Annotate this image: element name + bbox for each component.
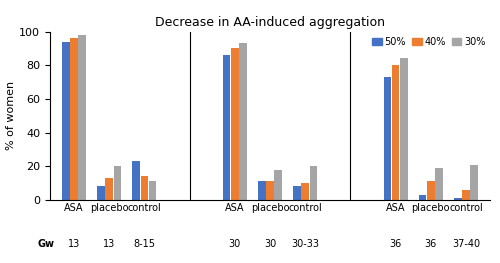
Text: 30: 30	[228, 239, 241, 249]
Bar	[274, 170, 282, 200]
Bar	[400, 58, 407, 200]
Bar	[78, 35, 86, 200]
Bar	[470, 165, 478, 200]
Bar	[462, 190, 469, 200]
Text: 36: 36	[424, 239, 437, 249]
Text: 30-33: 30-33	[291, 239, 319, 249]
Bar	[106, 178, 113, 200]
Bar	[62, 42, 70, 200]
Bar	[223, 55, 230, 200]
Bar	[148, 181, 156, 200]
Bar	[419, 195, 426, 200]
Bar	[266, 181, 274, 200]
Bar	[302, 183, 309, 200]
Text: 13: 13	[68, 239, 80, 249]
Bar	[392, 65, 400, 200]
Bar	[293, 186, 300, 200]
Bar	[427, 181, 434, 200]
Bar	[140, 176, 148, 200]
Bar	[132, 161, 140, 200]
Bar	[240, 43, 247, 200]
Bar	[310, 166, 317, 200]
Text: 37-40: 37-40	[452, 239, 480, 249]
Bar	[258, 181, 266, 200]
Bar	[114, 166, 121, 200]
Legend: 50%, 40%, 30%: 50%, 40%, 30%	[368, 33, 490, 51]
Title: Decrease in AA-induced aggregation: Decrease in AA-induced aggregation	[155, 16, 385, 29]
Text: 36: 36	[390, 239, 402, 249]
Y-axis label: % of women: % of women	[6, 81, 16, 150]
Bar	[384, 77, 392, 200]
Text: 8-15: 8-15	[134, 239, 156, 249]
Bar	[231, 48, 238, 200]
Bar	[98, 186, 105, 200]
Text: Gw: Gw	[38, 239, 55, 249]
Bar	[454, 198, 462, 200]
Text: 13: 13	[103, 239, 116, 249]
Text: 30: 30	[264, 239, 276, 249]
Bar	[435, 168, 442, 200]
Bar	[70, 38, 78, 200]
